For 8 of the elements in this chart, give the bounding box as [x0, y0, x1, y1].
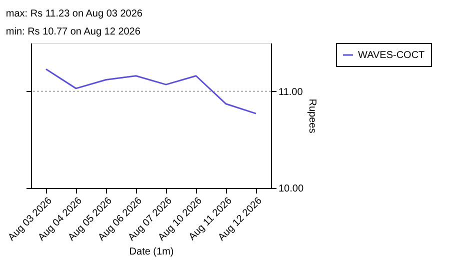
legend-label: WAVES-COCT: [358, 50, 425, 61]
x-axis-title: Date (1m): [129, 246, 174, 258]
y-tick-label: 11.00: [278, 86, 304, 98]
text: min: Rs 10.77 on Aug 12 2026: [6, 26, 141, 38]
text: max: Rs 11.23 on Aug 03 2026: [6, 8, 143, 20]
line-series: [45, 68, 257, 114]
y-tick-label: 10.00: [278, 184, 304, 194]
y-axis-title: Rupees: [306, 98, 318, 134]
